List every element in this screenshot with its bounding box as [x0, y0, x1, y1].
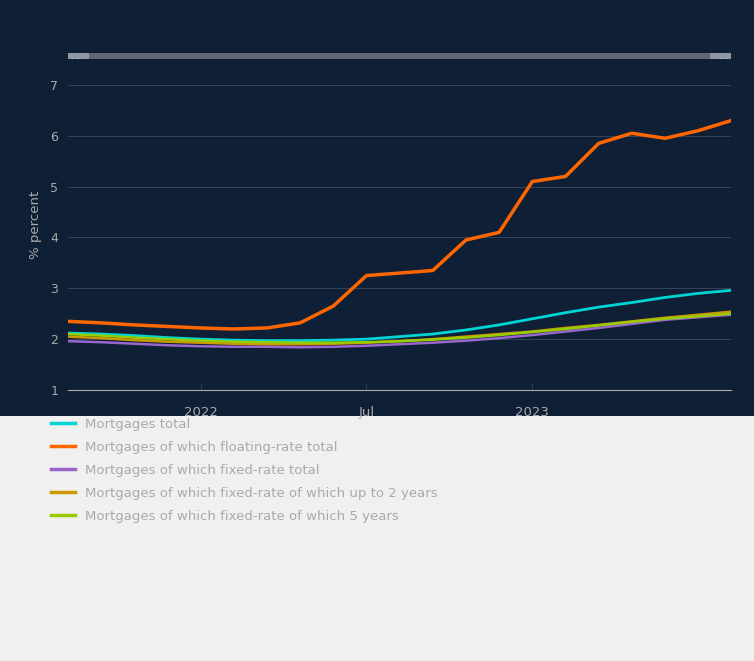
FancyBboxPatch shape — [61, 53, 89, 69]
Text: ❙❙: ❙❙ — [69, 58, 81, 65]
FancyBboxPatch shape — [710, 53, 738, 69]
Legend: Mortgages total, Mortgages of which floating-rate total, Mortgages of which fixe: Mortgages total, Mortgages of which floa… — [51, 418, 438, 523]
Y-axis label: % percent: % percent — [29, 190, 41, 259]
Text: ❙❙: ❙❙ — [719, 58, 730, 65]
